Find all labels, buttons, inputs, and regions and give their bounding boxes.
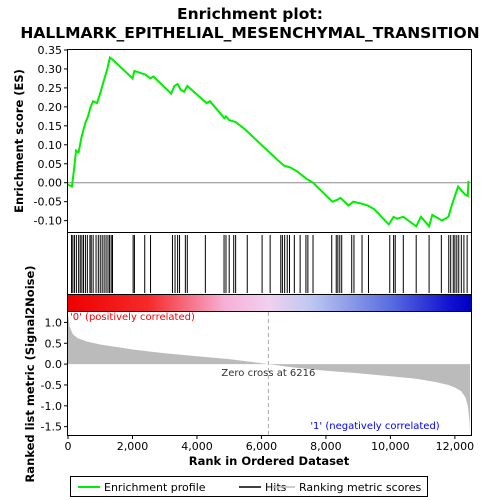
es-tick-label: 0.30 bbox=[38, 63, 63, 76]
x-axis-label: Rank in Ordered Dataset bbox=[189, 454, 350, 468]
chart-title-line2: HALLMARK_EPITHELIAL_MESENCHYMAL_TRANSITI… bbox=[20, 24, 479, 42]
es-tick-label: 0.05 bbox=[38, 158, 63, 171]
legend-metric-label: Ranking metric scores bbox=[299, 481, 421, 494]
x-axis-ticks: 0 2,000 4,000 6,000 8,000 10,000 12,000 bbox=[65, 435, 475, 453]
metric-tick-label: -0.5 bbox=[41, 379, 62, 392]
rank-gradient-bar bbox=[68, 295, 471, 311]
metric-tick-label: 0.5 bbox=[45, 337, 63, 350]
es-tick-label: 0.00 bbox=[38, 177, 63, 190]
es-tick-label: 0.35 bbox=[38, 44, 63, 57]
x-tick-label: 12,000 bbox=[436, 440, 475, 453]
metric-tick-label: 0.0 bbox=[45, 358, 63, 371]
es-y-axis-label: Enrichment score (ES) bbox=[12, 69, 26, 213]
metric-y-ticks: -1.5 -1.0 -0.5 0.0 0.5 1.0 bbox=[41, 316, 68, 434]
metric-y-axis-label: Ranked list metric (Signal2Noise) bbox=[23, 265, 37, 482]
x-tick-label: 6,000 bbox=[246, 440, 278, 453]
metric-tick-label: -1.5 bbox=[41, 421, 62, 434]
legend: Enrichment profile Hits Ranking metric s… bbox=[70, 476, 428, 497]
es-y-ticks: -0.10 -0.05 0.00 0.05 0.10 0.15 0.20 0.25 0.30 0.… bbox=[34, 44, 68, 228]
hits-panel-frame bbox=[67, 232, 472, 295]
es-tick-label: 0.10 bbox=[38, 139, 63, 152]
es-tick-label: 0.15 bbox=[38, 120, 63, 133]
metric-tick-label: 1.0 bbox=[45, 316, 63, 329]
hits-group bbox=[71, 235, 468, 293]
negative-correlation-label: '1' (negatively correlated) bbox=[310, 421, 439, 432]
x-tick-label: 8,000 bbox=[310, 440, 342, 453]
x-tick-label: 10,000 bbox=[371, 440, 410, 453]
metric-panel-frame bbox=[67, 311, 472, 436]
ranking-metric-area bbox=[68, 314, 470, 431]
es-tick-label: -0.05 bbox=[34, 196, 62, 209]
es-tick-label: 0.25 bbox=[38, 82, 63, 95]
metric-tick-label: -1.0 bbox=[41, 400, 62, 413]
zero-cross-label: Zero cross at 6216 bbox=[221, 368, 315, 379]
x-tick-label: 0 bbox=[65, 440, 72, 453]
x-tick-label: 2,000 bbox=[117, 440, 149, 453]
es-panel-frame bbox=[67, 49, 472, 233]
legend-enrichment-label: Enrichment profile bbox=[104, 481, 206, 494]
chart-title-line1: Enrichment plot: bbox=[177, 5, 323, 23]
es-tick-label: 0.20 bbox=[38, 101, 63, 114]
enrichment-profile-line bbox=[67, 55, 470, 229]
positive-correlation-label: '0' (positively correlated) bbox=[70, 312, 195, 323]
es-tick-label: -0.10 bbox=[34, 215, 62, 228]
x-tick-label: 4,000 bbox=[181, 440, 213, 453]
